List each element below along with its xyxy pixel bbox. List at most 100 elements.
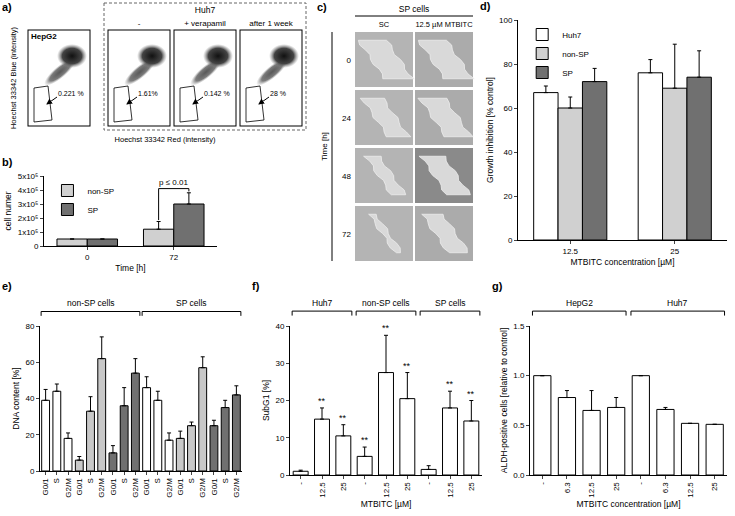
svg-text:MTBITC concentration [µM]: MTBITC concentration [µM] — [576, 499, 680, 509]
svg-text:1.5: 1.5 — [513, 322, 525, 331]
svg-text:MTBITC concentration [µM]: MTBITC concentration [µM] — [570, 257, 674, 267]
svg-text:60: 60 — [503, 104, 512, 113]
svg-text:100: 100 — [499, 16, 513, 25]
svg-text:G2/M: G2/M — [131, 478, 140, 498]
svg-text:S: S — [187, 478, 196, 483]
svg-text:4x10⁵: 4x10⁵ — [18, 186, 39, 195]
svg-text:S: S — [120, 478, 129, 483]
svg-text:**: ** — [382, 323, 390, 333]
svg-text:G2/M: G2/M — [97, 478, 106, 498]
svg-text:28 %: 28 % — [270, 90, 286, 97]
svg-text:12.5: 12.5 — [686, 482, 695, 498]
svg-text:G0/1: G0/1 — [210, 478, 219, 496]
svg-text:S: S — [52, 478, 61, 483]
svg-text:-: - — [636, 482, 645, 485]
svg-text:G2/M: G2/M — [165, 478, 174, 498]
svg-text:SC: SC — [379, 20, 390, 29]
svg-text:S: S — [153, 478, 162, 483]
svg-text:MTBITC [µM]: MTBITC [µM] — [361, 499, 412, 509]
svg-text:-: - — [138, 19, 141, 28]
svg-text:Time [h]: Time [h] — [320, 132, 329, 161]
svg-text:G0/1: G0/1 — [142, 478, 151, 496]
svg-text:G0/1: G0/1 — [176, 478, 185, 496]
svg-text:48: 48 — [342, 172, 351, 181]
svg-text:25: 25 — [467, 482, 476, 491]
svg-text:Hoechst 33342 Red (intensity): Hoechst 33342 Red (intensity) — [115, 135, 216, 144]
svg-text:0: 0 — [30, 467, 35, 476]
svg-text:SubG1 [%]: SubG1 [%] — [261, 380, 271, 421]
svg-text:after 1 week: after 1 week — [249, 19, 294, 28]
svg-text:Huh7: Huh7 — [312, 298, 333, 308]
svg-text:40: 40 — [503, 148, 512, 157]
svg-text:12.5: 12.5 — [446, 482, 455, 498]
svg-text:SP: SP — [87, 206, 98, 215]
svg-text:**: ** — [361, 435, 369, 445]
svg-text:0.142 %: 0.142 % — [204, 90, 230, 97]
svg-text:-: - — [538, 482, 547, 485]
svg-text:Huh7: Huh7 — [195, 5, 216, 15]
svg-text:6.3: 6.3 — [661, 482, 670, 494]
svg-text:**: ** — [403, 361, 411, 371]
svg-text:HepG2: HepG2 — [566, 298, 593, 308]
svg-text:25: 25 — [670, 247, 679, 256]
svg-text:0.0: 0.0 — [513, 471, 525, 480]
svg-text:**: ** — [339, 413, 347, 423]
svg-text:72: 72 — [342, 230, 351, 239]
svg-text:2x10⁵: 2x10⁵ — [18, 214, 39, 223]
svg-text:80: 80 — [25, 322, 34, 331]
svg-text:non-SP: non-SP — [562, 50, 589, 59]
svg-text:1.61%: 1.61% — [138, 90, 158, 97]
svg-text:G2/M: G2/M — [198, 478, 207, 498]
svg-text:G0/1: G0/1 — [41, 478, 50, 496]
svg-text:-: - — [296, 482, 305, 485]
svg-text:20: 20 — [25, 431, 34, 440]
svg-text:24: 24 — [342, 114, 351, 123]
svg-text:20: 20 — [275, 396, 284, 405]
svg-text:SP: SP — [562, 69, 573, 78]
svg-text:12.5: 12.5 — [587, 482, 596, 498]
svg-text:Time [h]: Time [h] — [115, 263, 145, 273]
svg-text:0: 0 — [34, 242, 39, 251]
svg-text:Huh7: Huh7 — [667, 298, 688, 308]
svg-text:1.0: 1.0 — [513, 371, 525, 380]
svg-text:10: 10 — [275, 434, 284, 443]
svg-text:Huh7: Huh7 — [562, 31, 582, 40]
svg-text:80: 80 — [503, 60, 512, 69]
svg-text:Hoechst 33342 Blue (intensity): Hoechst 33342 Blue (intensity) — [9, 26, 18, 129]
svg-text:non-SP cells: non-SP cells — [362, 298, 410, 308]
svg-text:0.5: 0.5 — [513, 421, 525, 430]
svg-text:**: ** — [318, 396, 326, 406]
svg-text:c): c) — [317, 1, 327, 13]
svg-text:12.5: 12.5 — [382, 482, 391, 498]
svg-text:0: 0 — [508, 236, 513, 245]
svg-text:cell numer: cell numer — [3, 191, 13, 230]
svg-text:40: 40 — [275, 322, 284, 331]
svg-text:6.3: 6.3 — [563, 482, 572, 494]
svg-text:S: S — [86, 478, 95, 483]
svg-text:72: 72 — [169, 253, 178, 262]
svg-text:SP cells: SP cells — [435, 298, 466, 308]
svg-text:HepG2: HepG2 — [31, 32, 57, 41]
svg-text:a): a) — [2, 1, 12, 13]
svg-text:12.5: 12.5 — [318, 482, 327, 498]
svg-text:12.5 µM MTBITC: 12.5 µM MTBITC — [415, 20, 473, 29]
svg-text:0: 0 — [85, 253, 90, 262]
svg-text:**: ** — [467, 389, 475, 399]
svg-text:G2/M: G2/M — [232, 478, 241, 498]
svg-text:SP cells: SP cells — [399, 4, 430, 14]
svg-text:20: 20 — [503, 192, 512, 201]
svg-text:0: 0 — [347, 56, 352, 65]
svg-text:30: 30 — [275, 359, 284, 368]
svg-text:12.5: 12.5 — [562, 247, 578, 256]
svg-text:S: S — [221, 478, 230, 483]
svg-text:25: 25 — [403, 482, 412, 491]
svg-text:**: ** — [446, 379, 454, 389]
svg-text:ALDH-positive cells [relative: ALDH-positive cells [relative to control… — [499, 328, 509, 474]
svg-text:-: - — [424, 482, 433, 485]
svg-text:25: 25 — [612, 482, 621, 491]
svg-text:non-SP cells: non-SP cells — [67, 298, 115, 308]
svg-text:60: 60 — [25, 358, 34, 367]
svg-text:-: - — [360, 482, 369, 485]
svg-text:p ≤ 0.01: p ≤ 0.01 — [159, 178, 188, 187]
svg-text:1x10⁵: 1x10⁵ — [18, 228, 39, 237]
